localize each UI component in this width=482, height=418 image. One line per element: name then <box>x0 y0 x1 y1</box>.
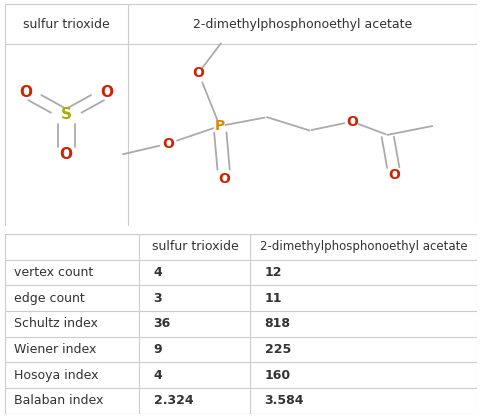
Text: O: O <box>388 168 401 182</box>
Text: 12: 12 <box>265 266 282 279</box>
Text: O: O <box>60 147 73 162</box>
Text: 160: 160 <box>265 369 291 382</box>
Text: 36: 36 <box>154 317 171 331</box>
Text: Wiener index: Wiener index <box>14 343 97 356</box>
Text: 2-dimethylphosphonoethyl acetate: 2-dimethylphosphonoethyl acetate <box>260 240 468 253</box>
Text: 818: 818 <box>265 317 291 331</box>
Text: O: O <box>20 85 33 100</box>
Text: 2-dimethylphosphonoethyl acetate: 2-dimethylphosphonoethyl acetate <box>193 18 412 31</box>
Text: O: O <box>346 115 358 129</box>
Text: 11: 11 <box>265 292 282 305</box>
Text: O: O <box>218 172 230 186</box>
Text: 4: 4 <box>154 369 162 382</box>
Text: P: P <box>214 119 225 133</box>
Text: Schultz index: Schultz index <box>14 317 98 331</box>
Text: sulfur trioxide: sulfur trioxide <box>23 18 109 31</box>
Text: vertex count: vertex count <box>14 266 94 279</box>
Text: O: O <box>100 85 113 100</box>
Text: edge count: edge count <box>14 292 85 305</box>
Text: 225: 225 <box>265 343 291 356</box>
Text: O: O <box>192 66 204 80</box>
Text: 4: 4 <box>154 266 162 279</box>
Text: Balaban index: Balaban index <box>14 395 104 408</box>
Text: 3: 3 <box>154 292 162 305</box>
Text: sulfur trioxide: sulfur trioxide <box>151 240 238 253</box>
Text: 2.324: 2.324 <box>154 395 193 408</box>
Text: O: O <box>162 137 174 151</box>
Text: 3.584: 3.584 <box>265 395 304 408</box>
Text: Hosoya index: Hosoya index <box>14 369 99 382</box>
Text: 9: 9 <box>154 343 162 356</box>
Text: S: S <box>61 107 72 122</box>
